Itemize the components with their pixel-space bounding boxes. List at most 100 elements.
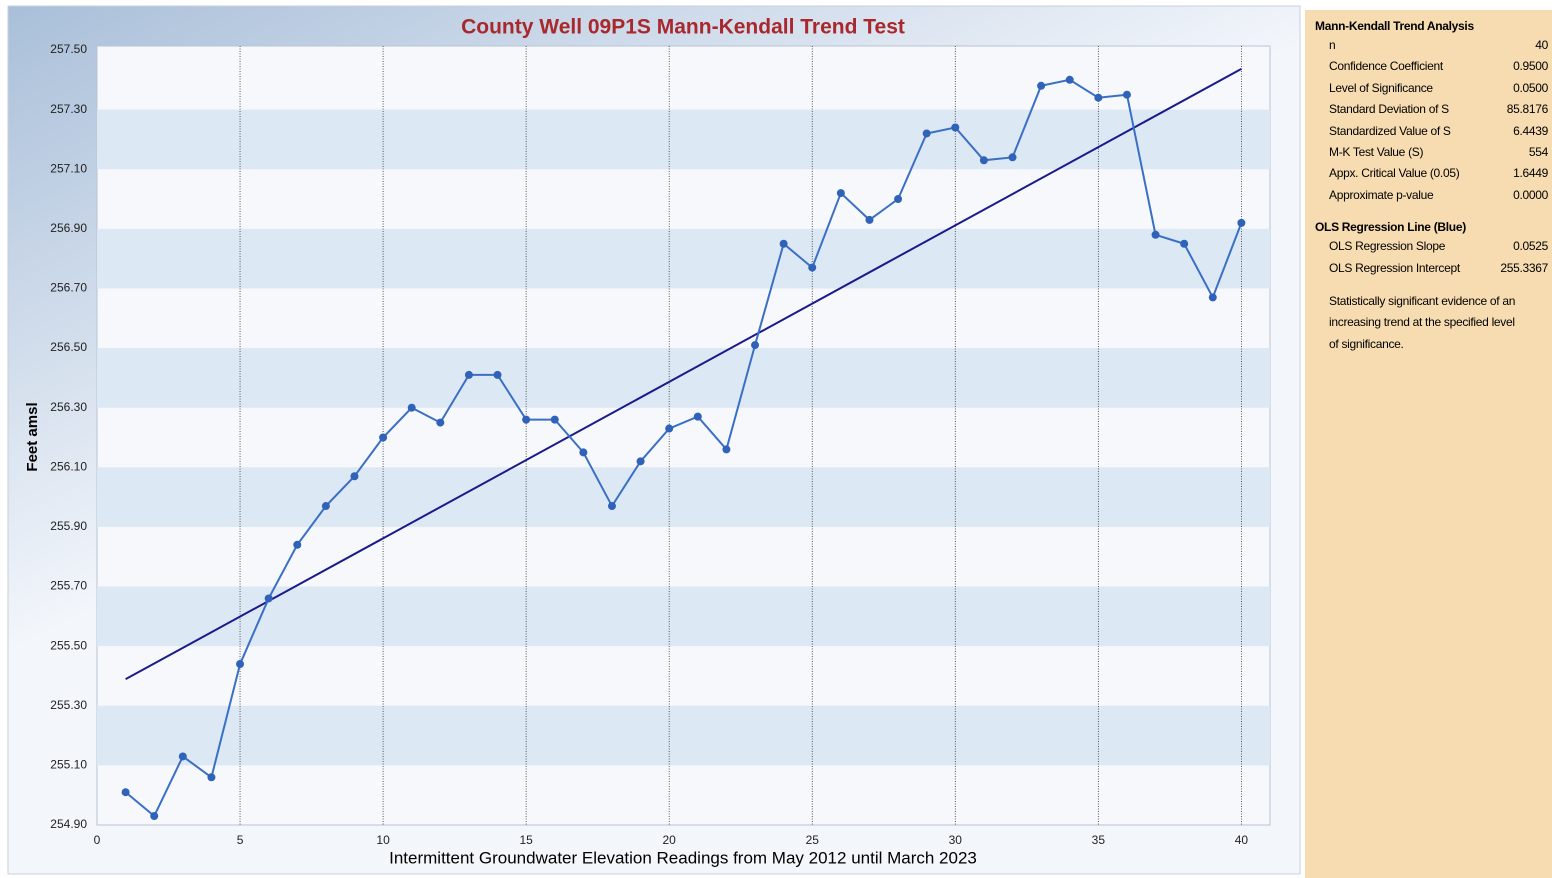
stat-row: Appx. Critical Value (0.05) 1.6449 bbox=[1305, 163, 1552, 184]
stat-value: 6.4439 bbox=[1513, 123, 1548, 138]
data-point bbox=[779, 239, 788, 248]
stat-label: Confidence Coefficient bbox=[1329, 59, 1443, 74]
data-point bbox=[379, 433, 388, 442]
data-point bbox=[321, 502, 330, 511]
y-tick-label: 256.30 bbox=[50, 400, 87, 414]
y-tick-label: 255.90 bbox=[50, 519, 87, 533]
stat-row: Standardized Value of S 6.4439 bbox=[1305, 121, 1552, 142]
x-tick-label: 20 bbox=[663, 833, 677, 847]
data-point bbox=[636, 457, 645, 466]
data-point bbox=[865, 215, 874, 224]
stat-row: Level of Significance 0.0500 bbox=[1305, 78, 1552, 99]
data-point bbox=[493, 370, 502, 379]
y-tick-label: 257.10 bbox=[50, 161, 87, 175]
stat-label: OLS Regression Intercept bbox=[1329, 260, 1460, 275]
x-tick-label: 0 bbox=[94, 833, 101, 847]
data-point bbox=[150, 812, 159, 821]
stat-value: 85.8176 bbox=[1506, 102, 1549, 117]
stat-label: Standardized Value of S bbox=[1329, 123, 1451, 138]
data-point bbox=[579, 448, 588, 457]
y-tick-label: 256.10 bbox=[50, 459, 87, 473]
y-tick-label: 257.50 bbox=[50, 42, 87, 56]
stat-label: M-K Test Value (S) bbox=[1329, 144, 1424, 159]
data-point bbox=[464, 370, 473, 379]
stat-label: n bbox=[1329, 38, 1336, 52]
x-tick-label: 25 bbox=[806, 833, 820, 847]
grid-band bbox=[97, 109, 1270, 170]
data-point bbox=[264, 594, 273, 603]
data-point bbox=[951, 123, 960, 132]
y-tick-label: 255.50 bbox=[50, 638, 87, 652]
data-point bbox=[436, 418, 445, 427]
grid-band bbox=[97, 348, 1270, 408]
data-point bbox=[808, 263, 817, 272]
data-point bbox=[293, 540, 302, 549]
data-point bbox=[979, 156, 988, 165]
data-point bbox=[894, 195, 903, 204]
stats-panel: Mann-Kendall Trend Analysis n 40 Confidence… bbox=[1305, 10, 1552, 878]
data-point bbox=[550, 415, 559, 424]
data-point bbox=[1237, 218, 1246, 227]
x-tick-label: 30 bbox=[949, 833, 963, 847]
stat-label: Appx. Critical Value (0.05) bbox=[1329, 166, 1460, 181]
y-tick-label: 257.30 bbox=[50, 102, 87, 116]
stat-row: Approximate p-value 0.0000 bbox=[1305, 185, 1552, 206]
data-point bbox=[836, 189, 845, 198]
stat-value: 554 bbox=[1528, 144, 1548, 159]
x-tick-label: 5 bbox=[237, 833, 244, 847]
y-tick-label: 255.30 bbox=[50, 698, 87, 712]
stat-row: Confidence Coefficient 0.9500 bbox=[1305, 56, 1552, 77]
data-point bbox=[1037, 81, 1046, 90]
data-line bbox=[124, 78, 1243, 818]
x-axis-label: Intermittent Groundwater Elevation Readi… bbox=[389, 848, 977, 867]
section-title: Mann-Kendall Trend Analysis bbox=[1315, 19, 1474, 33]
y-axis-label: Feet amsl bbox=[24, 402, 41, 471]
data-point bbox=[722, 445, 731, 454]
conclusion-note: Statistically significant evidence of an… bbox=[1329, 293, 1516, 351]
data-point bbox=[1151, 230, 1160, 239]
data-point bbox=[178, 752, 187, 761]
data-point bbox=[1094, 93, 1103, 102]
stat-row: OLS Regression Intercept 255.3367 bbox=[1305, 258, 1552, 279]
data-point bbox=[121, 788, 130, 797]
chart: County Well 09P1S Mann-Kendall Trend Tes… bbox=[7, 5, 1301, 875]
data-point bbox=[207, 773, 216, 782]
x-tick-label: 10 bbox=[376, 833, 390, 847]
stat-label: OLS Regression Slope bbox=[1329, 239, 1446, 254]
stat-row: Standard Deviation of S 85.8176 bbox=[1305, 99, 1552, 120]
stat-label: Level of Significance bbox=[1329, 80, 1433, 95]
data-point bbox=[665, 424, 674, 433]
grid-band bbox=[97, 467, 1270, 527]
data-point bbox=[1180, 239, 1189, 248]
data-point bbox=[922, 129, 931, 138]
x-tick-label: 40 bbox=[1235, 833, 1249, 847]
data-point bbox=[1122, 90, 1131, 99]
stat-value: 0.9500 bbox=[1513, 59, 1548, 74]
y-tick-label: 254.90 bbox=[50, 817, 87, 831]
data-point bbox=[236, 660, 245, 669]
y-tick-label: 255.10 bbox=[50, 758, 87, 772]
data-point bbox=[1008, 153, 1017, 162]
y-tick-label: 256.50 bbox=[50, 340, 87, 354]
data-point bbox=[751, 341, 760, 350]
grid-band bbox=[97, 586, 1270, 647]
regression-line bbox=[125, 67, 1242, 681]
stat-value: 1.6449 bbox=[1513, 166, 1548, 181]
x-tick-label: 15 bbox=[519, 833, 533, 847]
y-tick-label: 256.70 bbox=[50, 281, 87, 295]
stat-row: M-K Test Value (S) 554 bbox=[1305, 142, 1552, 163]
stat-value: 40 bbox=[1535, 38, 1548, 52]
y-tick-label: 256.90 bbox=[50, 221, 87, 235]
section-title: OLS Regression Line (Blue) bbox=[1315, 220, 1466, 235]
stat-value: 0.0000 bbox=[1513, 187, 1548, 202]
data-point bbox=[1208, 293, 1217, 302]
data-point bbox=[350, 472, 359, 481]
grid-band bbox=[97, 705, 1270, 766]
stat-label: Standard Deviation of S bbox=[1329, 102, 1449, 117]
data-point bbox=[1065, 75, 1074, 84]
chart-title: County Well 09P1S Mann-Kendall Trend Tes… bbox=[461, 16, 905, 39]
stat-value: 0.0525 bbox=[1513, 239, 1548, 254]
data-point bbox=[607, 502, 616, 511]
stat-row: n 40 bbox=[1305, 35, 1552, 56]
